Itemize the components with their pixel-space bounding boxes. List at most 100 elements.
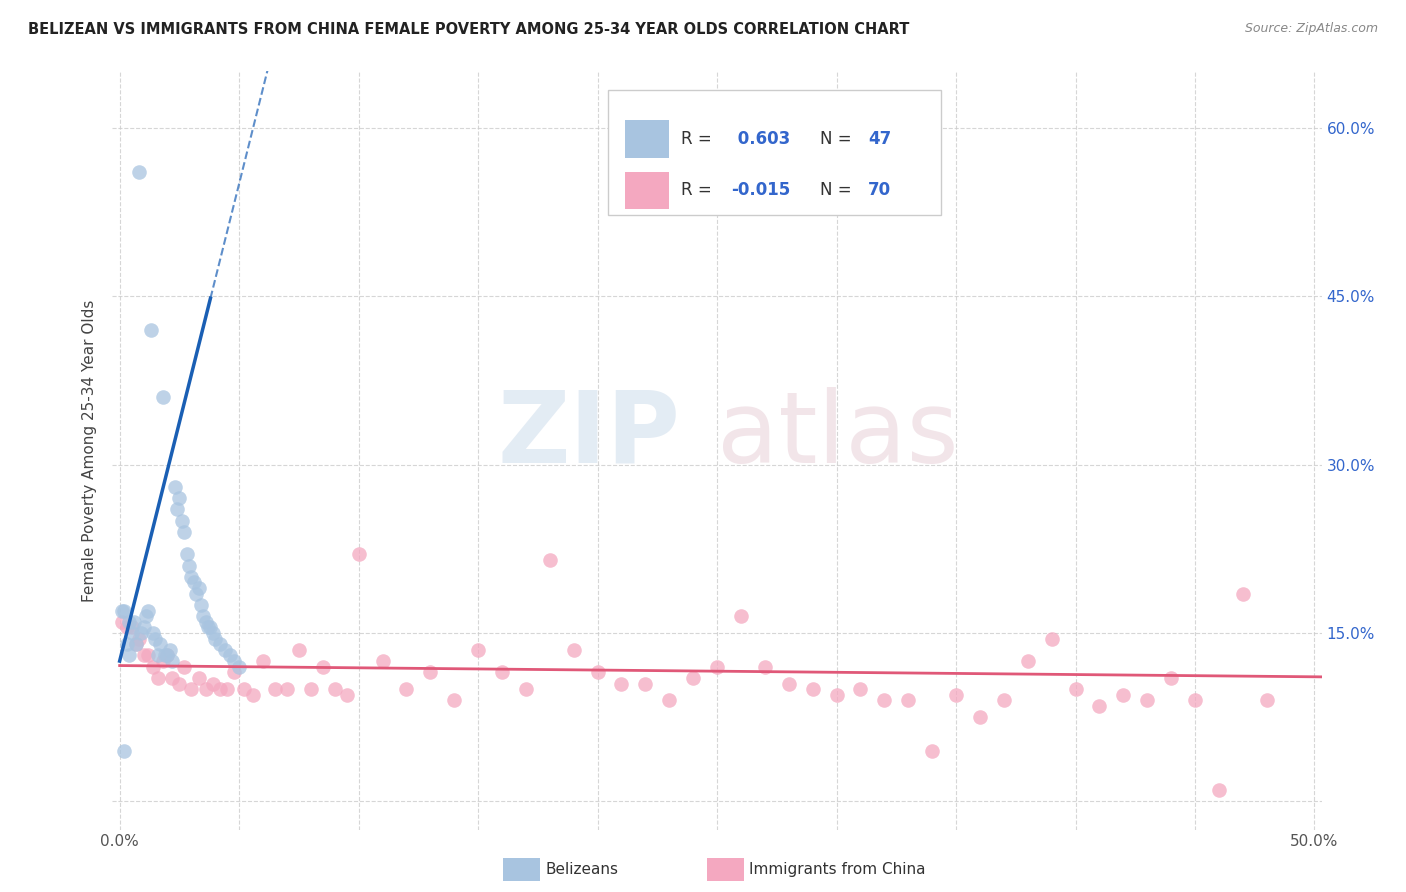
Point bbox=[190, 598, 212, 612]
Point bbox=[132, 648, 155, 663]
Point bbox=[122, 615, 145, 629]
Point bbox=[170, 514, 193, 528]
Point bbox=[208, 682, 231, 697]
Point bbox=[121, 626, 143, 640]
Point bbox=[228, 659, 250, 673]
Point bbox=[194, 682, 217, 697]
Point bbox=[115, 620, 138, 634]
Point bbox=[224, 654, 246, 668]
Point bbox=[217, 682, 239, 697]
Text: Immigrants from China: Immigrants from China bbox=[749, 863, 927, 877]
Point bbox=[419, 665, 441, 680]
Text: R =: R = bbox=[681, 129, 717, 148]
Point bbox=[586, 665, 609, 680]
Text: 70: 70 bbox=[868, 181, 891, 200]
Point bbox=[112, 744, 135, 758]
Point bbox=[336, 688, 359, 702]
Point bbox=[187, 581, 209, 595]
Text: -0.015: -0.015 bbox=[731, 181, 790, 200]
Point bbox=[121, 620, 143, 634]
Point bbox=[214, 643, 236, 657]
Point bbox=[562, 643, 585, 657]
Point bbox=[176, 547, 198, 561]
Point bbox=[177, 558, 200, 573]
Point bbox=[1256, 693, 1278, 707]
Point bbox=[1064, 682, 1087, 697]
Point bbox=[634, 676, 657, 690]
Point bbox=[193, 609, 215, 624]
Point bbox=[173, 659, 195, 673]
Point bbox=[658, 693, 681, 707]
Point bbox=[849, 682, 872, 697]
Point bbox=[312, 659, 335, 673]
Text: atlas: atlas bbox=[717, 387, 959, 483]
Point bbox=[969, 710, 991, 724]
Point bbox=[136, 603, 159, 617]
Point bbox=[142, 659, 165, 673]
Point bbox=[146, 648, 169, 663]
Point bbox=[173, 524, 195, 539]
Text: R =: R = bbox=[681, 181, 717, 200]
Point bbox=[169, 676, 191, 690]
Point bbox=[136, 648, 159, 663]
FancyBboxPatch shape bbox=[626, 171, 669, 210]
Point bbox=[132, 620, 155, 634]
Point bbox=[118, 615, 141, 629]
Point bbox=[443, 693, 465, 707]
Point bbox=[139, 323, 162, 337]
Point bbox=[128, 632, 150, 646]
Point bbox=[252, 654, 274, 668]
Point bbox=[149, 637, 172, 651]
Text: BELIZEAN VS IMMIGRANTS FROM CHINA FEMALE POVERTY AMONG 25-34 YEAR OLDS CORRELATI: BELIZEAN VS IMMIGRANTS FROM CHINA FEMALE… bbox=[28, 22, 910, 37]
Point bbox=[706, 659, 728, 673]
Point bbox=[201, 676, 224, 690]
Point bbox=[1184, 693, 1206, 707]
Text: Source: ZipAtlas.com: Source: ZipAtlas.com bbox=[1244, 22, 1378, 36]
Point bbox=[160, 654, 183, 668]
Point bbox=[166, 502, 188, 516]
Point bbox=[111, 615, 134, 629]
Point bbox=[163, 480, 186, 494]
Point bbox=[156, 648, 179, 663]
Point bbox=[156, 648, 179, 663]
Point bbox=[159, 643, 181, 657]
Point bbox=[1232, 587, 1254, 601]
Point bbox=[184, 587, 207, 601]
Point bbox=[194, 615, 217, 629]
Text: 0.603: 0.603 bbox=[731, 129, 790, 148]
Point bbox=[873, 693, 896, 707]
Point bbox=[224, 665, 246, 680]
Point bbox=[118, 648, 141, 663]
Point bbox=[323, 682, 346, 697]
Point bbox=[204, 632, 226, 646]
Point bbox=[264, 682, 287, 697]
Point bbox=[142, 626, 165, 640]
Point bbox=[801, 682, 824, 697]
Point bbox=[152, 654, 174, 668]
FancyBboxPatch shape bbox=[626, 120, 669, 158]
Point bbox=[610, 676, 633, 690]
Point bbox=[993, 693, 1015, 707]
Text: 47: 47 bbox=[868, 129, 891, 148]
Point bbox=[153, 648, 176, 663]
Point bbox=[897, 693, 920, 707]
Point bbox=[491, 665, 513, 680]
Point bbox=[1160, 671, 1182, 685]
Point bbox=[112, 603, 135, 617]
Point bbox=[125, 637, 148, 651]
Point bbox=[146, 671, 169, 685]
Point bbox=[1088, 698, 1111, 713]
Point bbox=[754, 659, 776, 673]
Point bbox=[395, 682, 418, 697]
Point bbox=[111, 603, 134, 617]
Point bbox=[299, 682, 322, 697]
Point bbox=[730, 609, 752, 624]
Point bbox=[921, 744, 943, 758]
Text: ZIP: ZIP bbox=[498, 387, 681, 483]
Point bbox=[201, 626, 224, 640]
Text: Belizeans: Belizeans bbox=[546, 863, 619, 877]
Point bbox=[1208, 783, 1230, 797]
Point bbox=[276, 682, 298, 697]
FancyBboxPatch shape bbox=[609, 90, 941, 216]
Point bbox=[682, 671, 704, 685]
